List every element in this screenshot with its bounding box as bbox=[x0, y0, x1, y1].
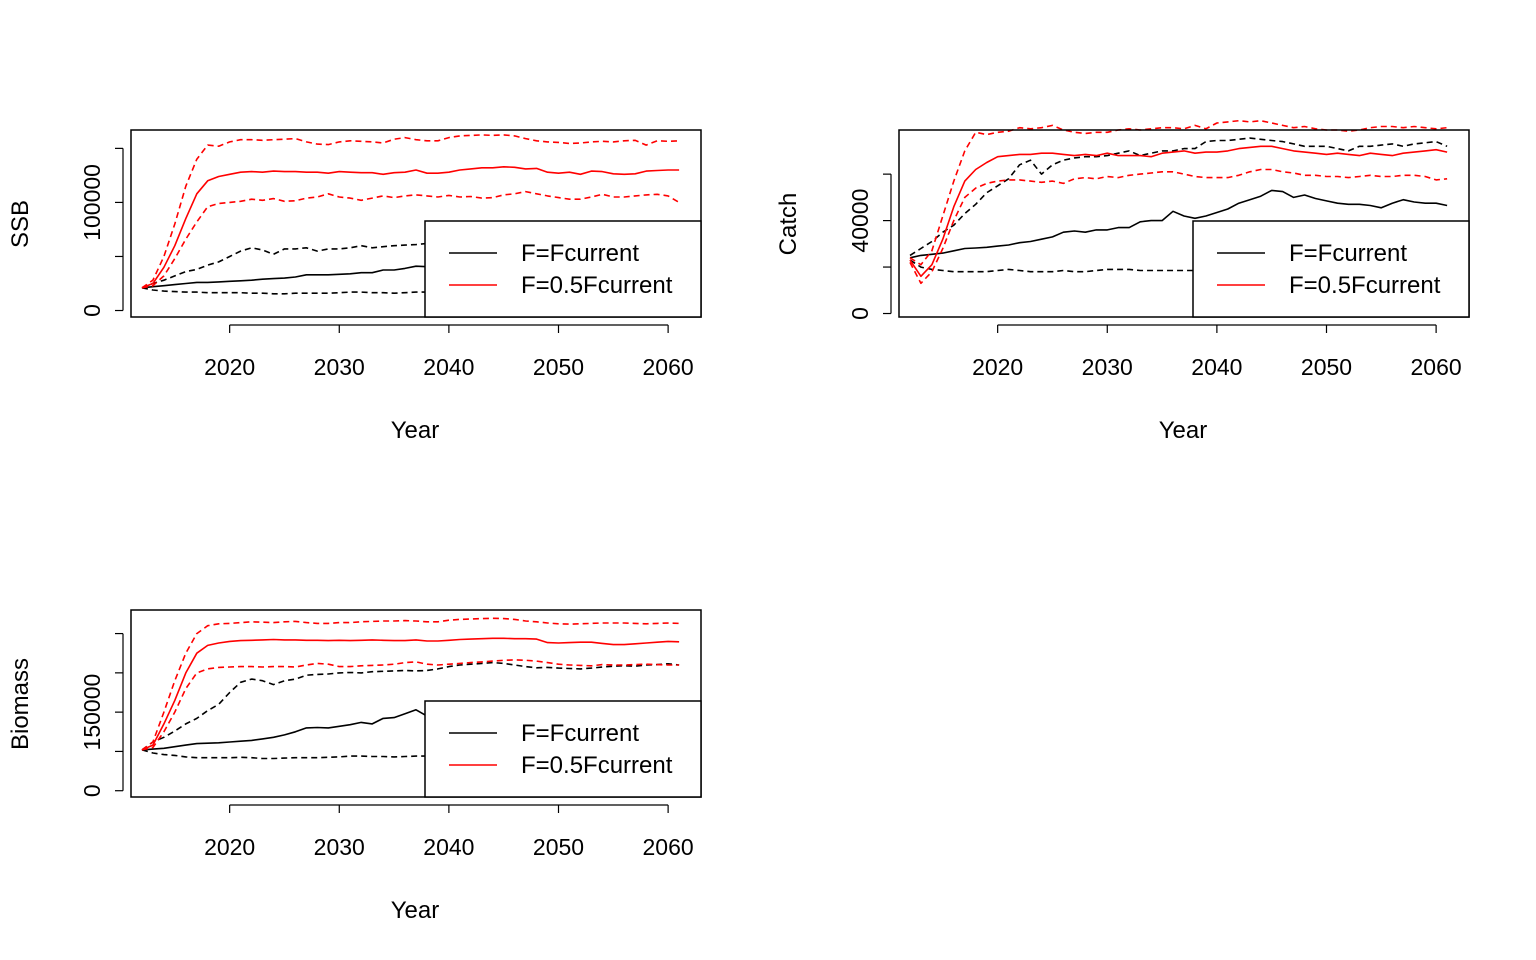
black-interval-line bbox=[141, 661, 680, 751]
x-tick-label: 2060 bbox=[643, 834, 694, 860]
y-tick-label: 0 bbox=[79, 784, 105, 797]
black-interval-line bbox=[141, 749, 680, 760]
legend-box bbox=[1192, 220, 1470, 318]
x-axis: 2020 2030 2040 2050 2060 bbox=[972, 324, 1462, 380]
y-axis: 0 100000 bbox=[79, 147, 124, 317]
red-interval-line bbox=[141, 134, 680, 289]
y-tick-label: 100000 bbox=[79, 164, 105, 241]
x-tick-label: 2040 bbox=[423, 354, 474, 380]
y-axis: 0 150000 bbox=[79, 632, 124, 797]
x-tick-label: 2020 bbox=[204, 834, 255, 860]
red-interval-line bbox=[141, 190, 680, 289]
black-median-line bbox=[909, 189, 1448, 259]
x-tick-label: 2020 bbox=[972, 354, 1023, 380]
x-tick-label: 2040 bbox=[423, 834, 474, 860]
black-interval-line bbox=[909, 137, 1448, 257]
red-interval-line bbox=[909, 119, 1448, 266]
x-axis-title: Year bbox=[391, 417, 440, 444]
red-median-line bbox=[141, 637, 680, 751]
x-tick-label: 2060 bbox=[1411, 354, 1462, 380]
y-tick-label: 0 bbox=[847, 307, 873, 320]
ssb-panel: Year SSB 2020 2030 2040 2050 2060 0 100000 F=F… bbox=[7, 129, 702, 444]
plot-series bbox=[141, 617, 680, 760]
x-tick-label: 2030 bbox=[314, 834, 365, 860]
legend-box bbox=[424, 700, 702, 798]
black-interval-line bbox=[141, 238, 680, 289]
x-axis-title: Year bbox=[1159, 417, 1208, 444]
legend-label-fcurrent: F=Fcurrent bbox=[1289, 240, 1407, 267]
legend-box bbox=[424, 220, 702, 318]
y-tick-label: 150000 bbox=[79, 674, 105, 751]
x-tick-label: 2050 bbox=[533, 354, 584, 380]
legend: F=Fcurrent F=0.5Fcurrent bbox=[1192, 220, 1470, 318]
legend-label-half-fcurrent: F=0.5Fcurrent bbox=[1289, 272, 1441, 299]
legend: F=Fcurrent F=0.5Fcurrent bbox=[424, 700, 702, 798]
red-interval-line bbox=[141, 659, 680, 751]
catch-panel: Year Catch 2020 2030 2040 2050 2060 0 40000 F=… bbox=[775, 119, 1470, 444]
y-axis-title: Biomass bbox=[7, 658, 34, 750]
red-median-line bbox=[909, 145, 1448, 278]
x-tick-label: 2030 bbox=[1082, 354, 1133, 380]
legend-label-half-fcurrent: F=0.5Fcurrent bbox=[521, 272, 673, 299]
legend: F=Fcurrent F=0.5Fcurrent bbox=[424, 220, 702, 318]
y-axis-title: Catch bbox=[775, 193, 802, 256]
red-median-line bbox=[141, 166, 680, 289]
y-axis-title: SSB bbox=[7, 200, 34, 248]
x-tick-label: 2060 bbox=[643, 354, 694, 380]
x-tick-label: 2030 bbox=[314, 354, 365, 380]
x-tick-label: 2050 bbox=[1301, 354, 1352, 380]
x-tick-label: 2050 bbox=[533, 834, 584, 860]
x-tick-label: 2040 bbox=[1191, 354, 1242, 380]
x-axis-title: Year bbox=[391, 897, 440, 924]
y-axis: 0 40000 bbox=[847, 173, 892, 320]
x-axis: 2020 2030 2040 2050 2060 bbox=[204, 324, 694, 380]
y-tick-label: 40000 bbox=[847, 189, 873, 253]
x-axis: 2020 2030 2040 2050 2060 bbox=[204, 804, 694, 860]
legend-label-half-fcurrent: F=0.5Fcurrent bbox=[521, 752, 673, 779]
legend-label-fcurrent: F=Fcurrent bbox=[521, 240, 639, 267]
biomass-panel: Year Biomass 2020 2030 2040 2050 2060 0 150000… bbox=[7, 609, 702, 924]
legend-label-fcurrent: F=Fcurrent bbox=[521, 720, 639, 747]
x-tick-label: 2020 bbox=[204, 354, 255, 380]
y-tick-label: 0 bbox=[79, 304, 105, 317]
red-interval-line bbox=[909, 168, 1448, 285]
